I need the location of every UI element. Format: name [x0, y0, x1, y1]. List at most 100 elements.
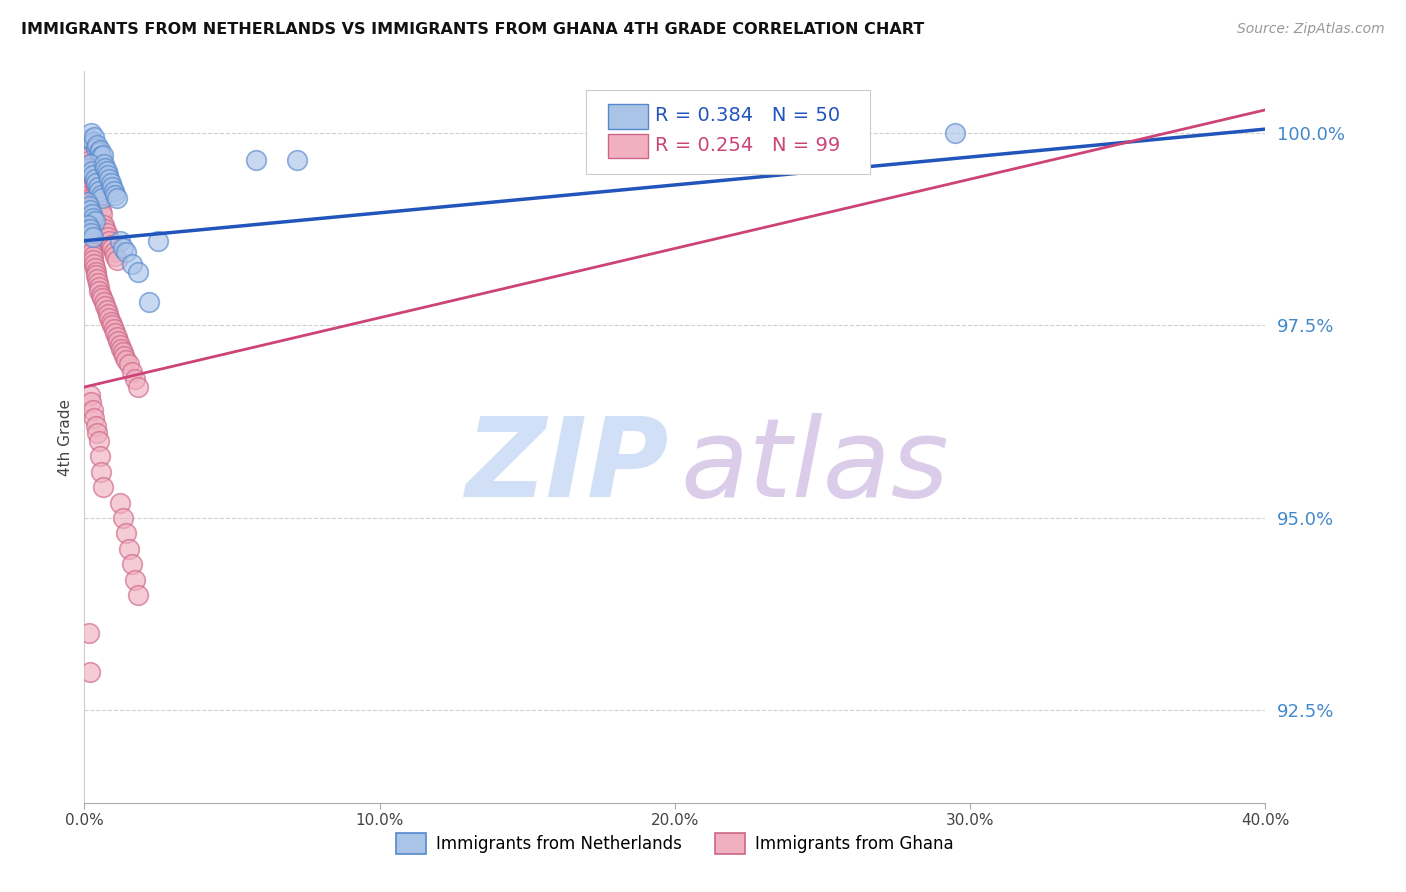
Text: R = 0.384   N = 50: R = 0.384 N = 50: [655, 106, 839, 126]
Point: [79, 153, 101, 167]
Point: [80, 161, 103, 175]
Point: [103, 184, 125, 198]
Point: [108, 337, 131, 351]
Point: [94, 222, 117, 236]
Point: [83, 260, 105, 275]
Point: [84, 418, 107, 433]
Point: [96, 303, 118, 318]
Point: [112, 349, 135, 363]
Point: [86, 426, 108, 441]
Point: [98, 234, 121, 248]
Point: [97, 307, 120, 321]
Point: [111, 242, 134, 256]
Point: [90, 202, 112, 217]
Point: [77, 226, 100, 240]
Point: [124, 573, 146, 587]
Point: [108, 495, 131, 509]
Point: [89, 143, 111, 157]
Point: [96, 164, 118, 178]
Point: [84, 179, 107, 194]
Point: [87, 184, 111, 198]
Point: [108, 234, 131, 248]
Point: [124, 372, 146, 386]
Point: [79, 195, 101, 210]
Point: [77, 184, 100, 198]
Point: [80, 242, 103, 256]
Point: [84, 268, 107, 283]
FancyBboxPatch shape: [607, 104, 648, 129]
Point: [77, 161, 100, 175]
Point: [79, 202, 101, 217]
Point: [100, 176, 122, 190]
Point: [104, 326, 127, 340]
Point: [80, 164, 103, 178]
Point: [90, 287, 112, 301]
Point: [245, 153, 267, 167]
Point: [77, 219, 100, 233]
Point: [83, 129, 105, 144]
Point: [98, 172, 121, 186]
Point: [80, 245, 103, 260]
Point: [82, 169, 104, 183]
Point: [97, 230, 120, 244]
Point: [83, 172, 105, 186]
Point: [82, 249, 104, 263]
Point: [114, 245, 136, 260]
Text: R = 0.254   N = 99: R = 0.254 N = 99: [655, 136, 839, 154]
Point: [79, 157, 101, 171]
Point: [83, 172, 105, 186]
Point: [93, 157, 115, 171]
Point: [87, 195, 110, 210]
Point: [91, 191, 114, 205]
Point: [77, 199, 100, 213]
Point: [77, 143, 100, 157]
Point: [82, 403, 104, 417]
Point: [79, 191, 101, 205]
Point: [103, 245, 125, 260]
Point: [87, 199, 111, 213]
Point: [93, 219, 115, 233]
Point: [82, 211, 104, 225]
Point: [79, 665, 101, 679]
Point: [82, 169, 104, 183]
Text: atlas: atlas: [681, 413, 949, 520]
Point: [80, 199, 103, 213]
Point: [87, 280, 110, 294]
Point: [76, 137, 98, 152]
Point: [91, 207, 114, 221]
Point: [100, 237, 122, 252]
Point: [138, 295, 160, 310]
Point: [105, 252, 128, 267]
Point: [91, 147, 114, 161]
Point: [86, 179, 108, 194]
Point: [111, 345, 134, 359]
Point: [82, 230, 104, 244]
Point: [79, 388, 101, 402]
Point: [84, 141, 107, 155]
Point: [86, 272, 108, 286]
Point: [82, 164, 104, 178]
Point: [121, 365, 143, 379]
Point: [76, 140, 98, 154]
Point: [97, 169, 120, 183]
Point: [80, 202, 103, 217]
Point: [89, 450, 111, 464]
Point: [82, 252, 104, 267]
Point: [94, 161, 117, 175]
Point: [76, 176, 98, 190]
Text: Source: ZipAtlas.com: Source: ZipAtlas.com: [1237, 22, 1385, 37]
Point: [86, 137, 108, 152]
Point: [84, 176, 107, 190]
Point: [86, 276, 108, 290]
Point: [91, 292, 114, 306]
Point: [90, 187, 112, 202]
Point: [83, 257, 105, 271]
Point: [114, 353, 136, 368]
Point: [87, 434, 110, 448]
Point: [77, 626, 100, 640]
Point: [87, 284, 111, 298]
Point: [79, 132, 101, 146]
Point: [77, 187, 100, 202]
Point: [118, 357, 141, 371]
Point: [77, 145, 100, 160]
